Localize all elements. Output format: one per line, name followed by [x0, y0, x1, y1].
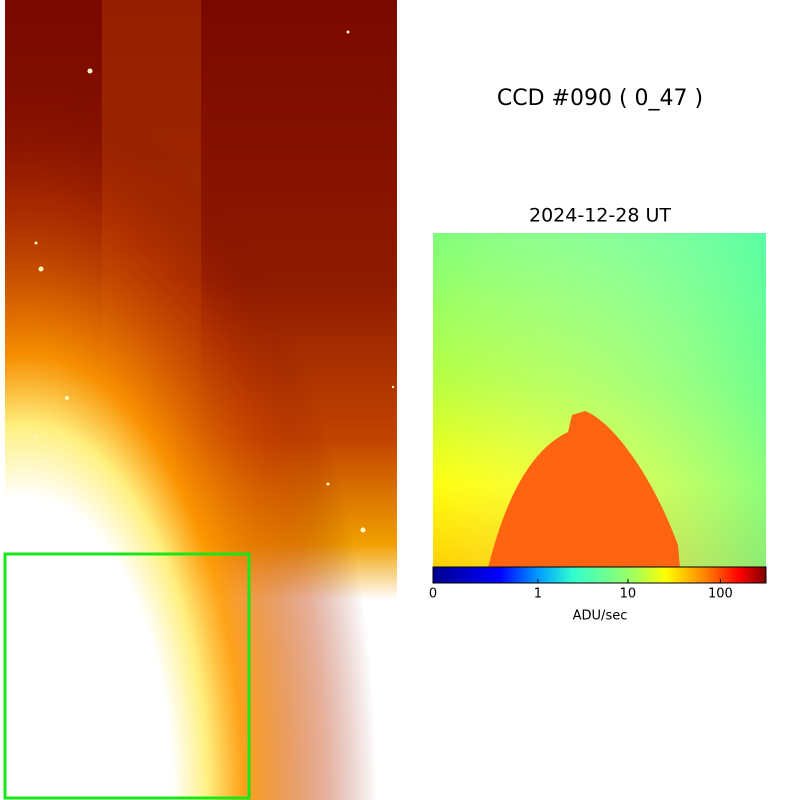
- colorbar-tick-label: 1: [534, 587, 542, 602]
- colorbar: [432, 566, 767, 584]
- stars: [33, 30, 395, 533]
- title: CCD #090 ( 0_47 ): [497, 86, 703, 111]
- colorbar-label: ADU/sec: [573, 609, 628, 624]
- colorbar-tick-label: 10: [620, 587, 637, 602]
- map-feature: [488, 411, 680, 568]
- date: 2024-12-28 UT: [529, 205, 671, 227]
- region-box: [3, 552, 251, 800]
- colorbar-tick-label: 100: [708, 587, 733, 602]
- colorbar-tick-label: 0: [429, 587, 437, 602]
- ccd-glow: [5, 0, 397, 800]
